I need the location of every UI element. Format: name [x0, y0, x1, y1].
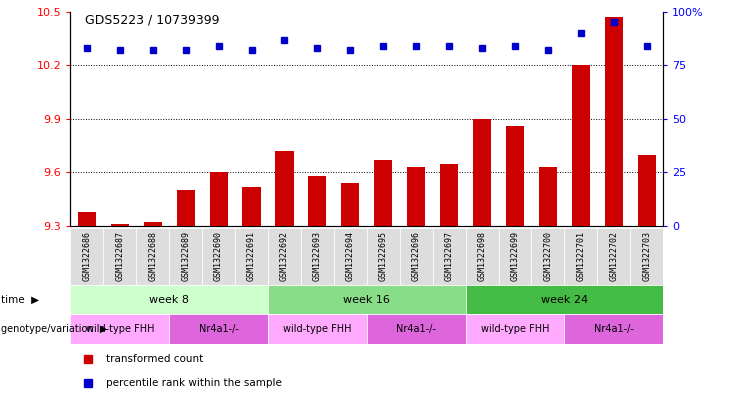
- Text: percentile rank within the sample: percentile rank within the sample: [106, 378, 282, 387]
- Bar: [210, 173, 227, 226]
- Bar: [110, 224, 129, 226]
- Bar: [531, 228, 565, 285]
- Text: wild-type FHH: wild-type FHH: [283, 324, 352, 334]
- Text: GSM1322697: GSM1322697: [445, 231, 453, 281]
- Bar: [440, 163, 458, 226]
- Bar: [70, 314, 169, 344]
- Bar: [539, 167, 557, 226]
- Bar: [605, 17, 623, 226]
- Text: Nr4a1-/-: Nr4a1-/-: [594, 324, 634, 334]
- Bar: [235, 228, 268, 285]
- Bar: [268, 285, 465, 314]
- Bar: [169, 314, 268, 344]
- Bar: [473, 119, 491, 226]
- Bar: [506, 126, 524, 226]
- Bar: [407, 167, 425, 226]
- Text: GSM1322688: GSM1322688: [148, 231, 157, 281]
- Text: GSM1322701: GSM1322701: [576, 231, 585, 281]
- Bar: [342, 183, 359, 226]
- Text: wild-type FHH: wild-type FHH: [481, 324, 549, 334]
- Bar: [465, 285, 663, 314]
- Bar: [202, 228, 235, 285]
- Text: GSM1322692: GSM1322692: [280, 231, 289, 281]
- Bar: [399, 228, 433, 285]
- Text: GSM1322702: GSM1322702: [609, 231, 618, 281]
- Text: GSM1322693: GSM1322693: [313, 231, 322, 281]
- Bar: [367, 314, 465, 344]
- Text: GSM1322694: GSM1322694: [346, 231, 355, 281]
- Bar: [367, 228, 399, 285]
- Bar: [499, 228, 531, 285]
- Bar: [638, 154, 656, 226]
- Bar: [78, 212, 96, 226]
- Bar: [572, 65, 590, 226]
- Bar: [374, 160, 392, 226]
- Text: Nr4a1-/-: Nr4a1-/-: [199, 324, 239, 334]
- Text: genotype/variation  ▶: genotype/variation ▶: [1, 324, 107, 334]
- Bar: [308, 176, 327, 226]
- Bar: [631, 228, 663, 285]
- Bar: [276, 151, 293, 226]
- Text: time  ▶: time ▶: [1, 295, 39, 305]
- Text: GSM1322699: GSM1322699: [511, 231, 519, 281]
- Text: GSM1322703: GSM1322703: [642, 231, 651, 281]
- Text: GSM1322687: GSM1322687: [116, 231, 124, 281]
- Bar: [169, 228, 202, 285]
- Bar: [301, 228, 334, 285]
- Bar: [433, 228, 465, 285]
- Text: transformed count: transformed count: [106, 354, 203, 364]
- Bar: [565, 228, 597, 285]
- Bar: [465, 314, 565, 344]
- Text: GSM1322686: GSM1322686: [82, 231, 91, 281]
- Bar: [465, 228, 499, 285]
- Bar: [176, 190, 195, 226]
- Text: wild-type FHH: wild-type FHH: [85, 324, 154, 334]
- Bar: [597, 228, 631, 285]
- Text: GSM1322690: GSM1322690: [214, 231, 223, 281]
- Text: week 16: week 16: [343, 295, 391, 305]
- Bar: [268, 314, 367, 344]
- Bar: [242, 187, 261, 226]
- Bar: [268, 228, 301, 285]
- Text: Nr4a1-/-: Nr4a1-/-: [396, 324, 436, 334]
- Bar: [70, 228, 103, 285]
- Bar: [103, 228, 136, 285]
- Text: GSM1322689: GSM1322689: [181, 231, 190, 281]
- Text: GSM1322696: GSM1322696: [412, 231, 421, 281]
- Text: GSM1322691: GSM1322691: [247, 231, 256, 281]
- Bar: [136, 228, 169, 285]
- Text: GSM1322700: GSM1322700: [543, 231, 553, 281]
- Bar: [70, 285, 268, 314]
- Bar: [144, 222, 162, 226]
- Bar: [334, 228, 367, 285]
- Text: week 8: week 8: [149, 295, 189, 305]
- Text: GSM1322695: GSM1322695: [379, 231, 388, 281]
- Text: week 24: week 24: [541, 295, 588, 305]
- Text: GDS5223 / 10739399: GDS5223 / 10739399: [85, 14, 220, 27]
- Text: GSM1322698: GSM1322698: [477, 231, 487, 281]
- Bar: [565, 314, 663, 344]
